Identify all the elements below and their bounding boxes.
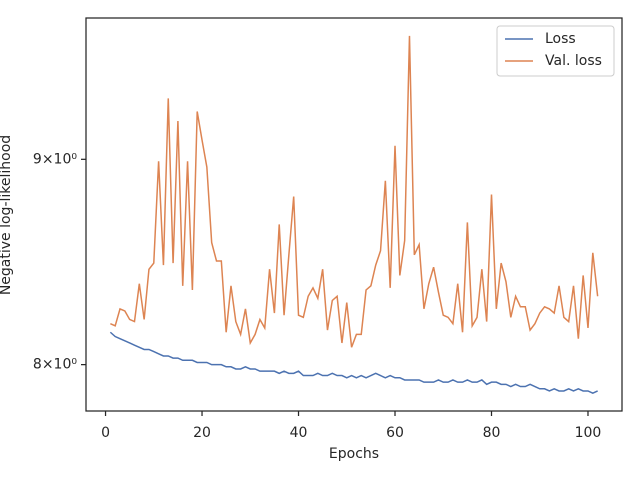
x-tick-label: 20 [193, 425, 211, 441]
x-axis-label: Epochs [329, 446, 379, 462]
x-tick-label: 100 [575, 425, 602, 441]
y-axis-label: Negative log-likelihood [0, 135, 14, 295]
y-tick-label: 8×10⁰ [33, 357, 77, 373]
series-line [110, 35, 599, 348]
series-line [109, 331, 598, 395]
plot-frame [85, 17, 623, 412]
x-tick-label: 80 [483, 425, 501, 441]
y-tick-label: 9×10⁰ [33, 151, 77, 167]
legend-label: Loss [545, 31, 576, 47]
x-tick-label: 60 [386, 425, 404, 441]
legend-label: Val. loss [545, 53, 602, 69]
x-tick-label: 40 [290, 425, 308, 441]
x-tick-label: 0 [101, 425, 110, 441]
